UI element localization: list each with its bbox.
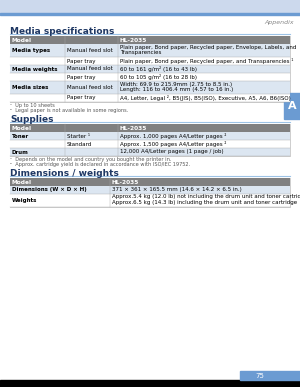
Bar [10, 73, 290, 81]
Text: Media types: Media types [12, 48, 50, 53]
Bar [10, 124, 290, 132]
Bar [240, 371, 300, 380]
Bar [10, 124, 290, 156]
Text: Media weights: Media weights [12, 67, 58, 72]
Bar [10, 140, 290, 148]
Bar [284, 93, 300, 119]
Bar [10, 178, 290, 186]
Text: Paper tray: Paper tray [67, 58, 95, 63]
Text: 371 × 361 × 165.5 mm (14.6 × 14.2 × 6.5 in.): 371 × 361 × 165.5 mm (14.6 × 14.2 × 6.5 … [112, 187, 242, 192]
Text: Approx. 1,500 pages A4/Letter pages ²: Approx. 1,500 pages A4/Letter pages ² [120, 141, 226, 147]
Bar [10, 194, 290, 207]
Bar [10, 148, 290, 156]
Bar [10, 178, 290, 207]
Text: A4, Letter, Legal ², B5(JIS), B5(ISO), Executive, A5, A6, B6(ISO): A4, Letter, Legal ², B5(JIS), B5(ISO), E… [120, 95, 291, 101]
Text: Model: Model [12, 125, 32, 130]
Text: Approx. 1,000 pages A4/Letter pages ²: Approx. 1,000 pages A4/Letter pages ² [120, 133, 226, 139]
Bar [0, 380, 300, 387]
Text: Media sizes: Media sizes [12, 85, 48, 90]
Bar [10, 44, 290, 57]
Text: Standard: Standard [67, 142, 92, 147]
Text: Weights: Weights [12, 198, 38, 203]
Text: Media specifications: Media specifications [10, 27, 114, 36]
Text: Drum: Drum [12, 149, 29, 154]
Text: 60 to 105 g/m² (16 to 28 lb): 60 to 105 g/m² (16 to 28 lb) [120, 74, 197, 80]
Text: Model: Model [12, 38, 32, 43]
Text: HL-2035: HL-2035 [120, 38, 147, 43]
Text: A: A [288, 101, 296, 111]
Text: Dimensions (W × D × H): Dimensions (W × D × H) [12, 187, 87, 192]
Text: ²  Legal paper is not available in some regions.: ² Legal paper is not available in some r… [10, 108, 128, 113]
Text: Width: 69.9 to 215.9mm (2.75 to 8.5 in.): Width: 69.9 to 215.9mm (2.75 to 8.5 in.) [120, 82, 232, 87]
Bar [10, 57, 290, 65]
Text: Toner: Toner [12, 134, 29, 139]
Text: Approx.5.4 kg (12.0 lb) not including the drum unit and toner cartridge: Approx.5.4 kg (12.0 lb) not including th… [112, 194, 300, 199]
Text: ²  Approx. cartridge yield is declared in accordance with ISO/IEC 19752.: ² Approx. cartridge yield is declared in… [10, 162, 190, 167]
Text: Manual feed slot: Manual feed slot [67, 67, 113, 72]
Text: Model: Model [12, 180, 32, 185]
Bar [10, 94, 290, 102]
Bar [10, 65, 290, 73]
Bar [0, 0, 300, 13]
Text: Plain paper, Bond paper, Recycled paper, and Transparencies ¹: Plain paper, Bond paper, Recycled paper,… [120, 58, 293, 64]
Text: HL-2035: HL-2035 [112, 180, 140, 185]
Text: 60 to 161 g/m² (16 to 43 lb): 60 to 161 g/m² (16 to 43 lb) [120, 66, 197, 72]
Text: Plain paper, Bond paper, Recycled paper, Envelope, Labels, and: Plain paper, Bond paper, Recycled paper,… [120, 45, 296, 50]
Text: Length: 116 to 406.4 mm (4.57 to 16 in.): Length: 116 to 406.4 mm (4.57 to 16 in.) [120, 87, 233, 92]
Text: Manual feed slot: Manual feed slot [67, 85, 113, 90]
Bar [10, 132, 290, 140]
Text: ¹  Depends on the model and country you bought the printer in.: ¹ Depends on the model and country you b… [10, 157, 172, 162]
Text: Paper tray: Paper tray [67, 75, 95, 79]
Bar [10, 36, 290, 102]
Text: 12,000 A4/Letter pages (1 page / job): 12,000 A4/Letter pages (1 page / job) [120, 149, 224, 154]
Bar [10, 81, 290, 94]
Text: HL-2035: HL-2035 [120, 125, 147, 130]
Bar [10, 186, 290, 194]
Text: Appendix: Appendix [264, 20, 294, 25]
Text: ¹  Up to 10 sheets: ¹ Up to 10 sheets [10, 103, 55, 108]
Text: Paper tray: Paper tray [67, 96, 95, 101]
Text: Approx.6.5 kg (14.3 lb) including the drum unit and toner cartridge: Approx.6.5 kg (14.3 lb) including the dr… [112, 200, 297, 205]
Text: 75: 75 [255, 373, 264, 378]
Text: Dimensions / weights: Dimensions / weights [10, 169, 119, 178]
Bar [0, 13, 300, 15]
Text: Transparencies: Transparencies [120, 50, 161, 55]
Bar [10, 36, 290, 44]
Text: Manual feed slot: Manual feed slot [67, 48, 113, 53]
Text: Supplies: Supplies [10, 115, 53, 124]
Text: Starter ¹: Starter ¹ [67, 134, 90, 139]
